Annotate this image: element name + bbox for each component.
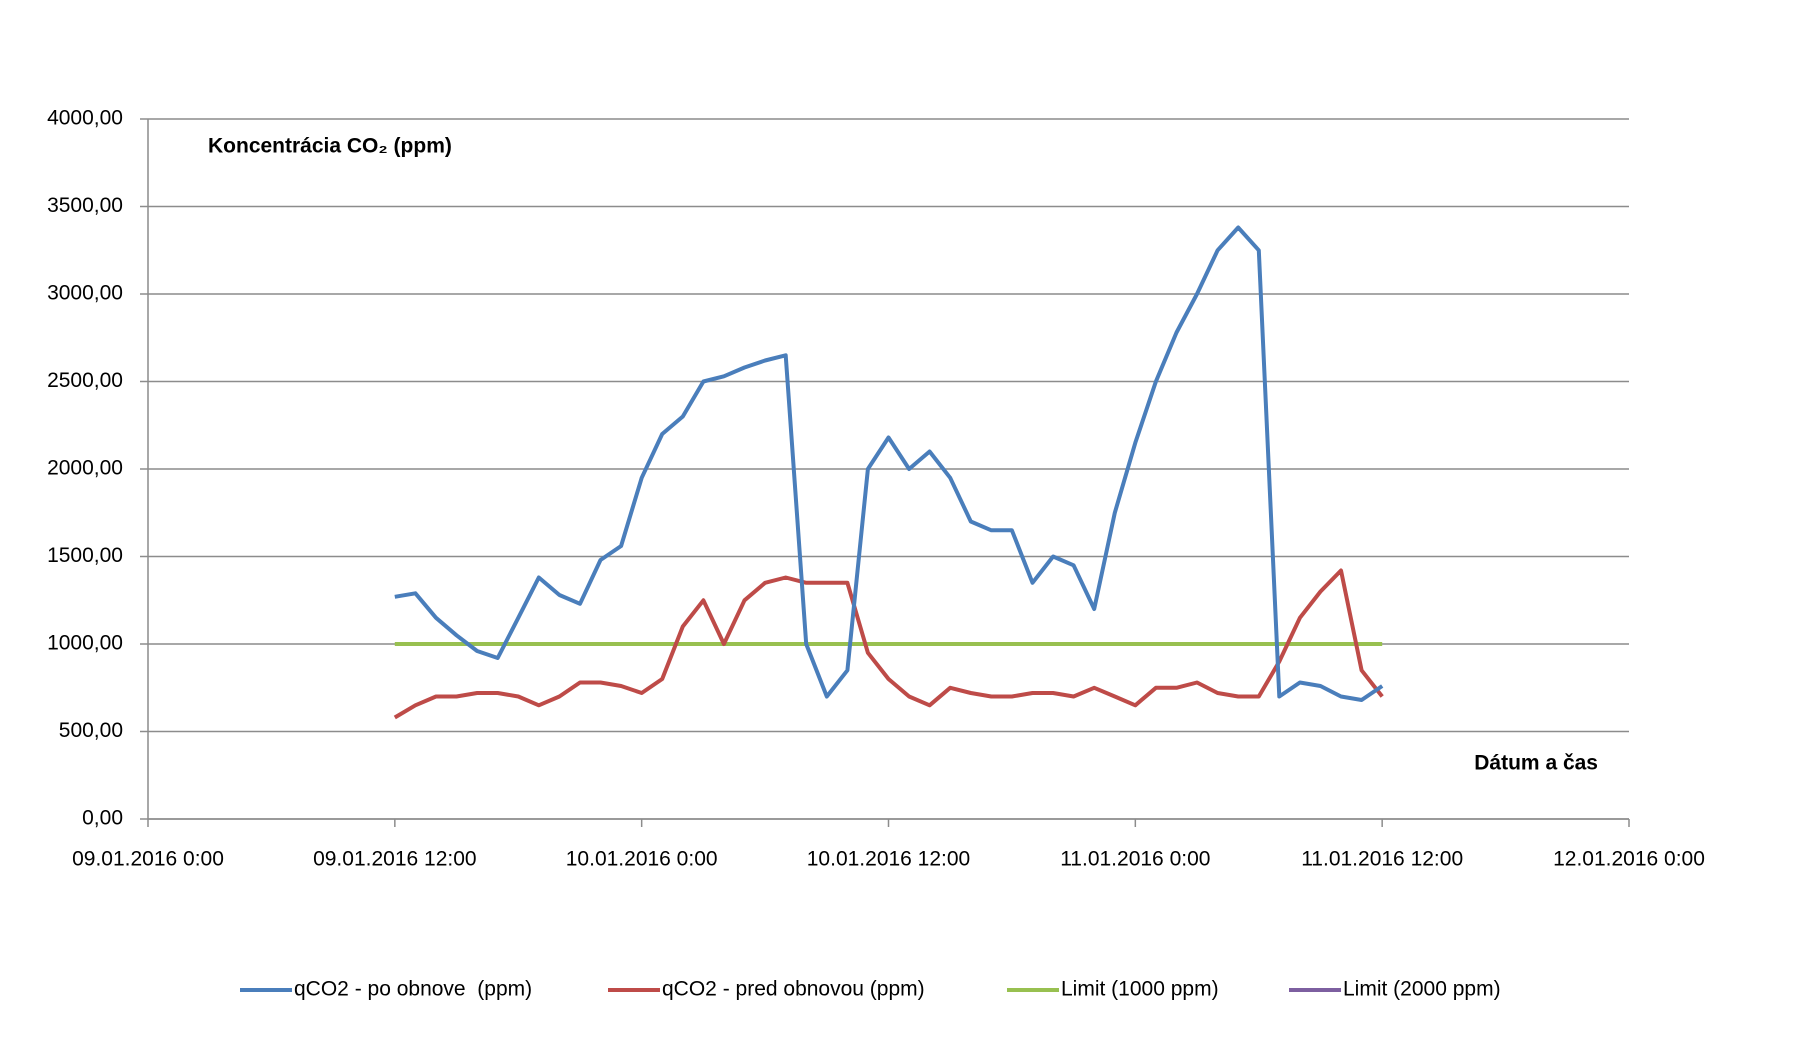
x-tick-label: 11.01.2016 0:00 <box>1060 848 1210 871</box>
series-line <box>393 568 1384 720</box>
x-tick-label: 11.01.2016 12:00 <box>1301 848 1463 871</box>
legend-label: qCO2 - po obnove (ppm) <box>294 978 532 1001</box>
x-axis-label: Dátum a čas <box>1474 752 1598 775</box>
x-tick-label: 12.01.2016 0:00 <box>1553 848 1705 871</box>
legend-label: Limit (1000 ppm) <box>1061 978 1219 1001</box>
y-tick-label: 500,00 <box>59 719 123 742</box>
x-tick-label: 10.01.2016 12:00 <box>807 848 971 871</box>
y-tick-label: 3500,00 <box>47 194 123 217</box>
x-tick-label: 10.01.2016 0:00 <box>566 848 718 871</box>
y-tick-label: 2500,00 <box>47 369 123 392</box>
legend-label: Limit (2000 ppm) <box>1343 978 1501 1001</box>
y-tick-label: 4000,00 <box>47 107 123 130</box>
x-tick-label: 09.01.2016 0:00 <box>72 848 224 871</box>
series-line <box>394 225 1384 702</box>
x-tick-label: 09.01.2016 12:00 <box>313 848 477 871</box>
y-tick-label: 2000,00 <box>47 457 123 480</box>
y-tick-label: 3000,00 <box>47 282 123 305</box>
y-tick-label: 0,00 <box>82 807 123 830</box>
legend-label: qCO2 - pred obnovou (ppm) <box>662 978 925 1001</box>
y-tick-label: 1000,00 <box>47 632 123 655</box>
y-axis-label: Koncentrácia CO₂ (ppm) <box>208 135 452 158</box>
y-tick-label: 1500,00 <box>47 544 123 567</box>
